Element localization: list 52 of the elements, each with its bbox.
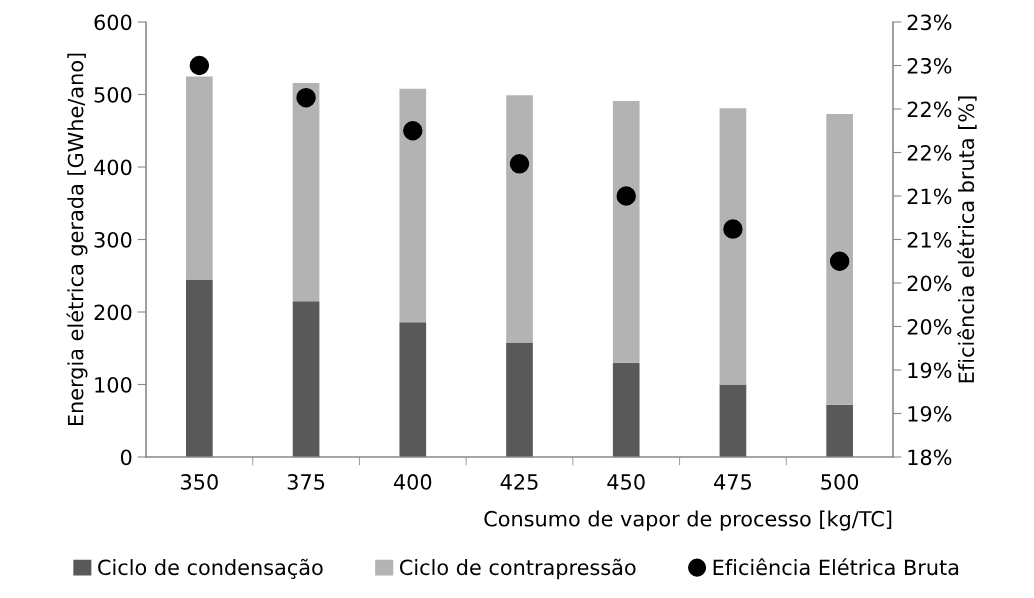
y2-tick-label: 20% [907, 318, 952, 335]
bar [826, 114, 853, 405]
x-tick-label: 375 [287, 474, 325, 490]
x-tick-label: 500 [821, 474, 859, 490]
legend-label: Eficiência Elétrica Bruta [713, 558, 959, 576]
point [509, 154, 530, 174]
bar [186, 76, 213, 280]
y2-tick-label: 23% [907, 14, 952, 31]
y2-axis-title: Eficiência elétrica bruta [%] [957, 96, 977, 383]
y2-tick-label: 18% [908, 449, 952, 466]
point [403, 121, 423, 141]
y2-tick-label: 19% [908, 405, 952, 422]
legend-label: Ciclo de contrapressão [399, 558, 636, 580]
bar [292, 301, 320, 457]
y-tick-label: 100 [95, 376, 132, 393]
y-tick-label: 600 [94, 14, 132, 31]
point [189, 55, 210, 76]
y-tick-label: 400 [94, 159, 132, 176]
y2-tick-label: 20% [907, 275, 952, 292]
bar [399, 88, 427, 323]
point [296, 87, 316, 108]
bar [506, 342, 533, 457]
bar [612, 101, 640, 363]
point [723, 219, 743, 239]
x-tick-label: 400 [393, 474, 432, 490]
bar [292, 82, 320, 302]
x-tick-label: 350 [181, 474, 218, 490]
y2-tick-label: 22% [907, 144, 952, 161]
y2-tick-label: 21% [907, 231, 952, 248]
y2-tick-label: 21% [907, 188, 952, 205]
x-tick-label: 450 [607, 474, 645, 490]
x-tick-label: 425 [500, 474, 538, 490]
point [616, 186, 636, 206]
point [829, 251, 850, 271]
y-tick-label: 500 [94, 86, 132, 103]
bar [612, 362, 640, 457]
y-tick-label: 0 [120, 449, 132, 466]
bar [719, 108, 747, 385]
x-tick-label: 475 [714, 474, 751, 490]
y2-tick-label: 19% [908, 362, 952, 379]
bar [506, 95, 533, 343]
bar [826, 404, 853, 457]
bar [399, 322, 427, 457]
y-tick-label: 200 [94, 304, 132, 321]
y2-tick-label: 23% [907, 57, 952, 74]
bar [719, 384, 747, 457]
legend-label: Ciclo de condensação [98, 558, 323, 579]
y-axis-title: Energia elétrica gerada [GWhe/ano] [66, 53, 88, 426]
y-tick-label: 300 [94, 231, 132, 248]
x-axis-title: Consumo de vapor de processo [kg/TC] [484, 510, 892, 531]
y2-tick-label: 22% [907, 101, 952, 118]
bar [186, 279, 213, 457]
